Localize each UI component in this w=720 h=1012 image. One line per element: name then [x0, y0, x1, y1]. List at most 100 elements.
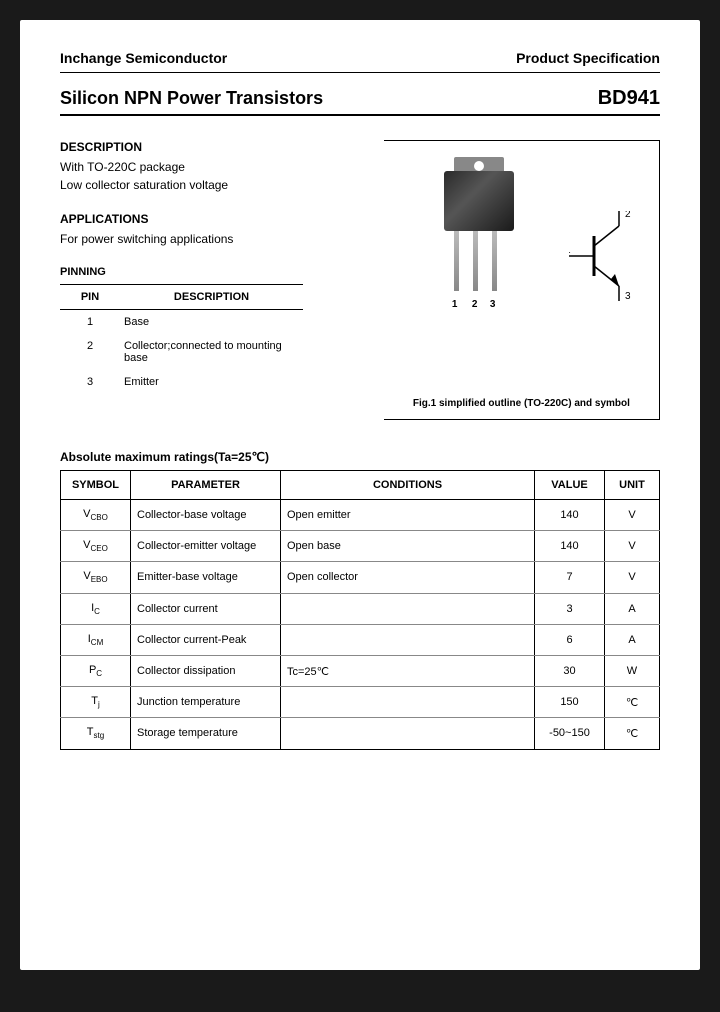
section-heading: DESCRIPTION — [60, 140, 364, 154]
cell: Emitter — [120, 370, 303, 394]
pin-lead — [454, 231, 459, 291]
col-header: CONDITIONS — [281, 471, 535, 500]
cell: Collector;connected to mounting base — [120, 334, 303, 370]
cell — [281, 687, 535, 718]
table-row: VCEOCollector-emitter voltageOpen base14… — [61, 531, 660, 562]
cell: ICM — [61, 624, 131, 655]
cell: A — [605, 593, 660, 624]
cell: Collector current-Peak — [131, 624, 281, 655]
table-row: 1Base — [60, 310, 303, 335]
cell: V — [605, 500, 660, 531]
part-number: BD941 — [598, 87, 660, 110]
cell: Tc=25℃ — [281, 655, 535, 686]
pin-lead — [473, 231, 478, 291]
right-column: 1 2 3 1 2 3 Fig.1 simplified outline ( — [384, 140, 660, 420]
table-row: TstgStorage temperature -50~150℃ — [61, 718, 660, 749]
cell: Open emitter — [281, 500, 535, 531]
col-header: SYMBOL — [61, 471, 131, 500]
cell: Base — [120, 310, 303, 335]
datasheet-page: Inchange Semiconductor Product Specifica… — [20, 20, 700, 970]
pinning-table: PIN DESCRIPTION 1Base2Collector;connecte… — [60, 284, 303, 394]
package-outline: 1 2 3 — [444, 171, 534, 231]
title-row: Silicon NPN Power Transistors BD941 — [60, 87, 660, 110]
table-row: VEBOEmitter-base voltageOpen collector7V — [61, 562, 660, 593]
company-name: Inchange Semiconductor — [60, 50, 227, 66]
cell: 150 — [535, 687, 605, 718]
section-heading: APPLICATIONS — [60, 212, 364, 226]
cell: Collector current — [131, 593, 281, 624]
mounting-hole — [474, 161, 484, 171]
table-row: PCCollector dissipationTc=25℃30W — [61, 655, 660, 686]
cell: 6 — [535, 624, 605, 655]
cell: VCBO — [61, 500, 131, 531]
package-body — [444, 171, 514, 231]
doc-type: Product Specification — [516, 50, 660, 66]
cell: Collector-emitter voltage — [131, 531, 281, 562]
cell — [281, 718, 535, 749]
col-header: UNIT — [605, 471, 660, 500]
ratings-body: VCBOCollector-base voltageOpen emitter14… — [61, 500, 660, 750]
pin-label: 1 — [452, 299, 458, 310]
cell: 30 — [535, 655, 605, 686]
left-column: DESCRIPTION With TO-220C package Low col… — [60, 140, 364, 420]
cell: 140 — [535, 531, 605, 562]
cell: 3 — [535, 593, 605, 624]
cell: PC — [61, 655, 131, 686]
cell: 7 — [535, 562, 605, 593]
bullet-item: Low collector saturation voltage — [60, 176, 364, 194]
cell: Emitter-base voltage — [131, 562, 281, 593]
cell: V — [605, 531, 660, 562]
cell: VEBO — [61, 562, 131, 593]
transistor-symbol-icon: 1 2 3 — [569, 211, 639, 301]
cell: Collector dissipation — [131, 655, 281, 686]
cell: 3 — [60, 370, 120, 394]
cell: W — [605, 655, 660, 686]
figure-box: 1 2 3 1 2 3 Fig.1 simplified outline ( — [384, 140, 660, 420]
bullet-item: For power switching applications — [60, 230, 364, 248]
description-section: DESCRIPTION With TO-220C package Low col… — [60, 140, 364, 194]
table-row: ICCollector current3A — [61, 593, 660, 624]
cell: ℃ — [605, 718, 660, 749]
cell: Collector-base voltage — [131, 500, 281, 531]
page-header: Inchange Semiconductor Product Specifica… — [60, 50, 660, 66]
cell: VCEO — [61, 531, 131, 562]
pin-label: 3 — [490, 299, 496, 310]
pinning-body: 1Base2Collector;connected to mounting ba… — [60, 310, 303, 395]
cell: Tj — [61, 687, 131, 718]
package-pins — [454, 231, 497, 291]
cell: -50~150 — [535, 718, 605, 749]
table-row: TjJunction temperature 150℃ — [61, 687, 660, 718]
content-row: DESCRIPTION With TO-220C package Low col… — [60, 140, 660, 420]
table-row: 2Collector;connected to mounting base — [60, 334, 303, 370]
pin-lead — [492, 231, 497, 291]
bullet-item: With TO-220C package — [60, 158, 364, 176]
pin-label: 2 — [472, 299, 478, 310]
cell — [281, 624, 535, 655]
table-row: 3Emitter — [60, 370, 303, 394]
cell: V — [605, 562, 660, 593]
section-heading: Absolute maximum ratings(Ta=25℃) — [60, 450, 660, 464]
col-header: VALUE — [535, 471, 605, 500]
cell: A — [605, 624, 660, 655]
cell: Junction temperature — [131, 687, 281, 718]
cell: Open collector — [281, 562, 535, 593]
symbol-label: 2 — [625, 211, 631, 220]
table-row: VCBOCollector-base voltageOpen emitter14… — [61, 500, 660, 531]
cell: 2 — [60, 334, 120, 370]
cell: 140 — [535, 500, 605, 531]
col-header: DESCRIPTION — [120, 285, 303, 310]
divider — [60, 114, 660, 116]
cell: ℃ — [605, 687, 660, 718]
cell: Open base — [281, 531, 535, 562]
cell: Tstg — [61, 718, 131, 749]
col-header: PARAMETER — [131, 471, 281, 500]
applications-section: APPLICATIONS For power switching applica… — [60, 212, 364, 248]
cell — [281, 593, 535, 624]
cell: Storage temperature — [131, 718, 281, 749]
divider — [60, 72, 660, 73]
figure-caption: Fig.1 simplified outline (TO-220C) and s… — [394, 398, 649, 409]
col-header: PIN — [60, 285, 120, 310]
page-title: Silicon NPN Power Transistors — [60, 88, 323, 109]
cell: 1 — [60, 310, 120, 335]
ratings-table: SYMBOL PARAMETER CONDITIONS VALUE UNIT V… — [60, 470, 660, 750]
